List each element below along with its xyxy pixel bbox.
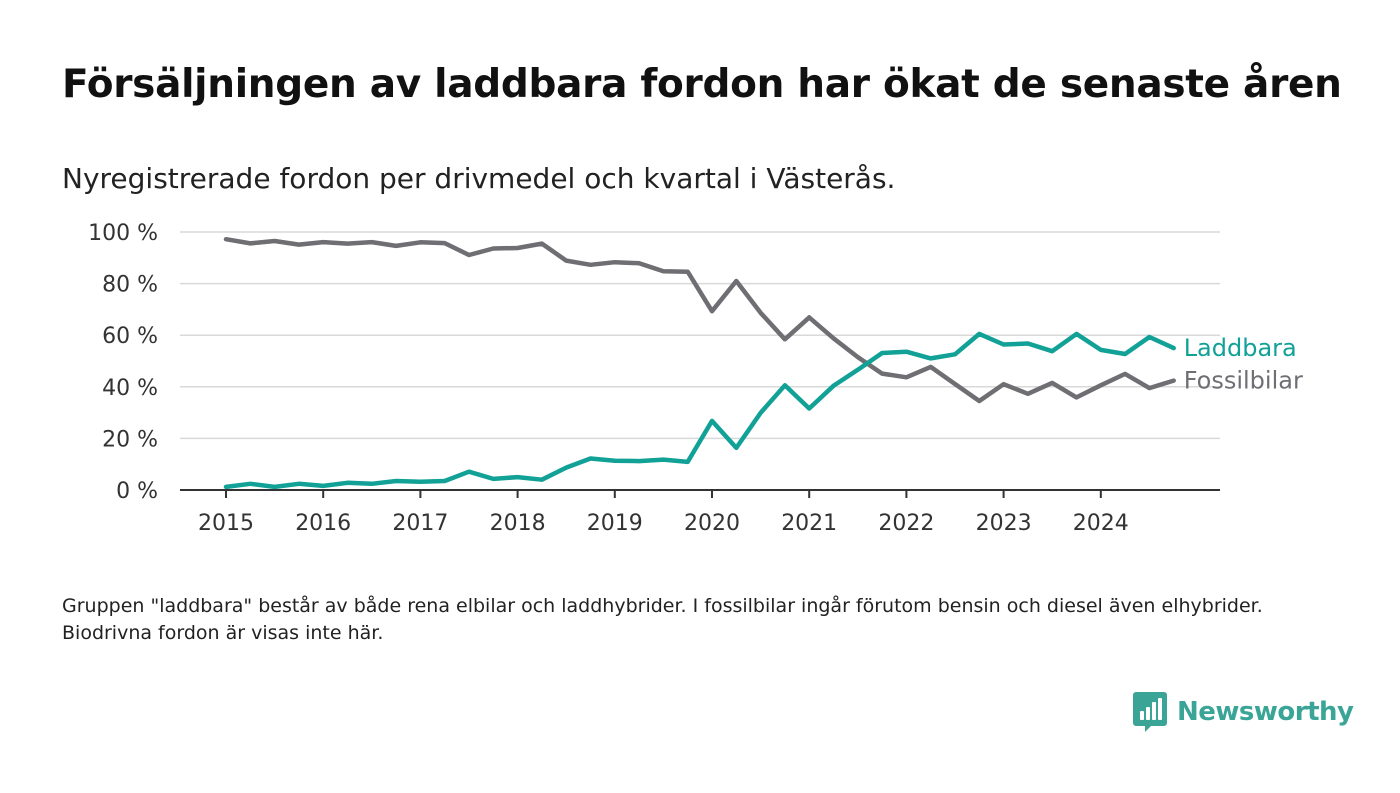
series-label-fossilbilar: Fossilbilar [1184,367,1303,395]
grid-lines [180,231,1220,491]
x-axis-ticks: 2015 2016 2017 2018 2019 2020 2021 2022 2023 2024 [198,490,1129,536]
series-line-fossilbilar [223,236,1176,404]
newsworthy-logo-icon [1133,692,1167,732]
x-tick-label: 2015 [198,511,254,536]
x-tick-label: 2023 [976,511,1032,536]
chart-title: Försäljningen av laddbara fordon har öka… [62,62,1342,107]
series-label-laddbara: Laddbara [1184,334,1297,362]
y-tick-label: 40 % [102,376,158,401]
x-tick-label: 2019 [587,511,643,536]
y-tick-label: 80 % [102,273,158,298]
line-chart: 0 %20 %40 %60 %80 %100 % 2015 2016 2017 201… [88,221,1303,536]
series-labels: Laddbara Fossilbilar [1184,334,1303,395]
x-tick-label: 2017 [392,511,448,536]
x-tick-label: 2021 [781,511,837,536]
y-axis-tick-labels: 0 % 20 % 40 % 60 % 80 % 100 % [88,221,158,504]
footnote: Gruppen "laddbara" består av både rena e… [62,595,1263,644]
y-tick-label: 20 % [102,427,158,452]
y-tick-label: 0 % [116,479,158,504]
x-tick-label: 2024 [1073,511,1129,536]
x-tick-label: 2018 [490,511,546,536]
x-tick-label: 2020 [684,511,740,536]
series-line-laddbara [223,331,1176,490]
x-tick-label: 2022 [878,511,934,536]
y-tick-label: 60 % [102,324,158,349]
x-tick-label: 2016 [295,511,351,536]
brand-logo: Newsworthy [1133,692,1354,732]
series-lines [223,236,1176,490]
brand-name: Newsworthy [1177,697,1354,727]
y-tick-label: 100 % [88,221,158,246]
chart-subtitle: Nyregistrerade fordon per drivmedel och … [62,162,896,195]
